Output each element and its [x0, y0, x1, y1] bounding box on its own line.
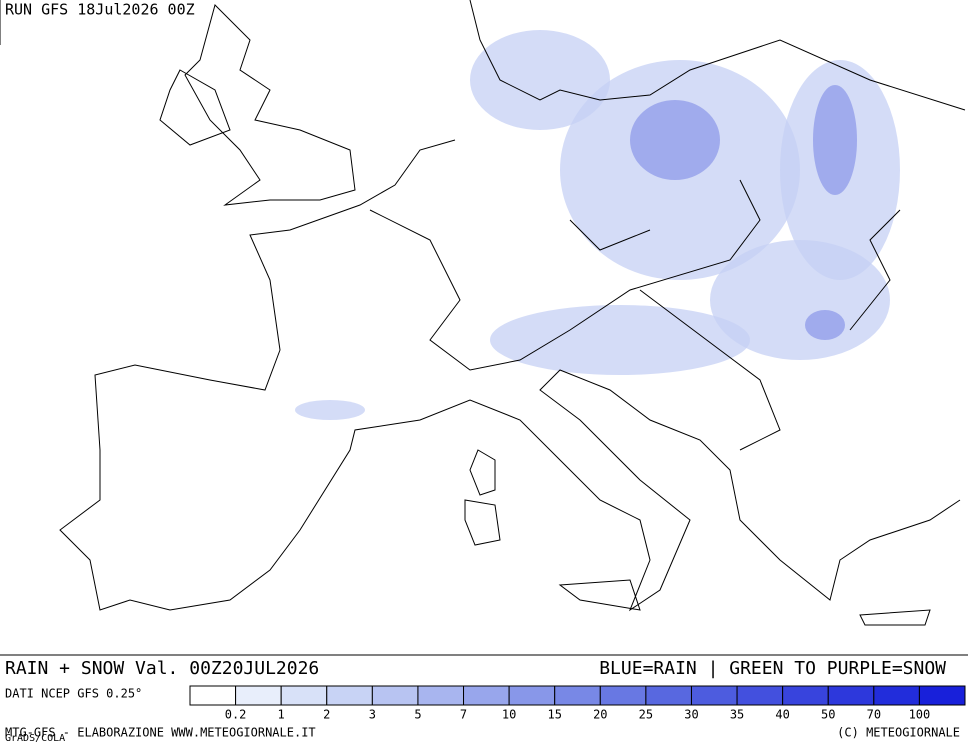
- scale-label: 3: [369, 708, 376, 722]
- color-box: [189, 685, 237, 706]
- copyright: (C) METEOGIORNALE: [837, 726, 960, 740]
- precip-core: [630, 100, 720, 180]
- color-box: [235, 685, 282, 706]
- precip-area: [490, 305, 750, 375]
- scale-label: 7: [460, 708, 467, 722]
- color-box: [463, 685, 510, 706]
- color-box: [782, 685, 829, 706]
- coastline: [59, 139, 961, 612]
- scale-label: 50: [821, 708, 835, 722]
- scale-label: 5: [414, 708, 421, 722]
- baltic-coast: [469, 0, 966, 111]
- scale-label: 1: [278, 708, 285, 722]
- scale-label: 15: [547, 708, 561, 722]
- color-box: [554, 685, 601, 706]
- color-box: [918, 685, 966, 706]
- precip-area: [470, 30, 610, 130]
- scale-label: 70: [867, 708, 881, 722]
- scale-label: 0.2: [225, 708, 247, 722]
- software: GrADS/COLA: [5, 733, 65, 744]
- color-key: BLUE=RAIN | GREEN TO PURPLE=SNOW: [599, 658, 946, 679]
- scale-label: 100: [909, 708, 931, 722]
- color-box: [326, 685, 373, 706]
- data-source: DATI NCEP GFS 0.25°: [5, 687, 142, 701]
- scale-label: 40: [775, 708, 789, 722]
- precip-core: [805, 310, 845, 340]
- scale-label: 35: [730, 708, 744, 722]
- color-box: [645, 685, 692, 706]
- color-box: [827, 685, 875, 706]
- credit: MTG-GFS - ELABORAZIONE WWW.METEOGIORNALE…: [5, 726, 316, 740]
- color-box: [599, 685, 647, 706]
- scale-label: 10: [502, 708, 516, 722]
- color-box: [736, 685, 784, 706]
- coastlines: [59, 0, 966, 626]
- scale-label: 25: [639, 708, 653, 722]
- britain: [184, 4, 356, 206]
- scale-label: 30: [684, 708, 698, 722]
- precipitation: [295, 30, 900, 420]
- color-box: [690, 685, 738, 706]
- run-label: RUN GFS 18Jul2026 00Z: [5, 1, 195, 19]
- color-box: [873, 685, 920, 706]
- product-title: RAIN + SNOW Val. 00Z20JUL2026: [5, 658, 319, 679]
- precip-area: [295, 400, 365, 420]
- color-box: [508, 685, 556, 706]
- ireland: [159, 69, 231, 146]
- islands: [558, 579, 931, 626]
- borders: [369, 179, 901, 451]
- scale-label: 2: [323, 708, 330, 722]
- scale-label: 20: [593, 708, 607, 722]
- corsica-sardinia: [464, 449, 501, 546]
- color-box: [371, 685, 419, 706]
- color-box: [417, 685, 465, 706]
- colorbar: 0.2 1 2 3 5 7 10 15 20 25 30 35 40 50 70 100: [189, 685, 966, 722]
- precip-area: [710, 240, 890, 360]
- color-box: [280, 685, 328, 706]
- precip-core: [813, 85, 857, 195]
